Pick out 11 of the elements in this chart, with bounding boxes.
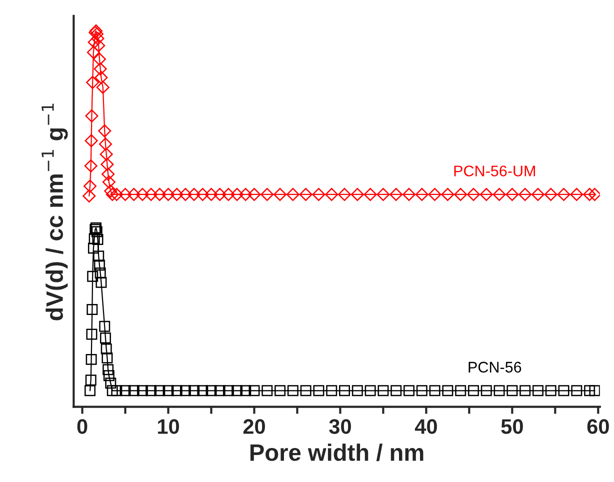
x-tick-label: 40 — [414, 419, 437, 434]
x-tick-label: 0 — [77, 419, 88, 434]
x-axis-title: Pore width / nm — [250, 444, 424, 462]
series-label: PCN-56-UM — [454, 166, 535, 176]
x-tick-label: 10 — [158, 419, 179, 434]
x-tick-label: 20 — [243, 419, 265, 434]
y-axis-title: dV(d) / cc nm$^{−1}$ g$^{−1}$ — [42, 104, 68, 320]
x-tick-label: 50 — [501, 419, 523, 434]
series-label: PCN-56 — [468, 362, 522, 373]
x-tick-label: 60 — [587, 419, 609, 434]
x-tick-label: 30 — [329, 419, 351, 434]
